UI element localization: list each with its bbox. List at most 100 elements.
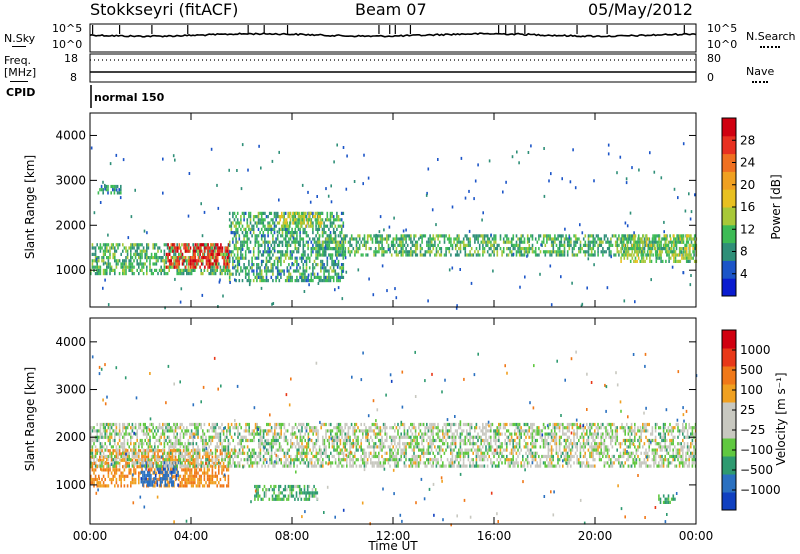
heatmap-cell <box>170 477 173 481</box>
heatmap-cell <box>592 237 595 241</box>
heatmap-cell <box>310 279 313 283</box>
heatmap-cell <box>141 458 143 462</box>
heatmap-cell <box>256 237 258 241</box>
heatmap-cell <box>189 477 191 482</box>
heatmap-cell <box>126 484 129 488</box>
heatmap-cell <box>590 240 593 244</box>
heatmap-cell <box>187 474 190 478</box>
heatmap-cell <box>143 480 146 484</box>
heatmap-cell <box>365 240 367 244</box>
heatmap-cell <box>131 481 134 485</box>
heatmap-cell <box>555 253 558 257</box>
heatmap-cell <box>163 451 166 455</box>
heatmap-cell <box>333 448 335 452</box>
heatmap-cell <box>639 237 642 241</box>
heatmap-cell <box>267 240 269 244</box>
heatmap-cell <box>120 184 122 189</box>
heatmap-speckle <box>119 196 122 200</box>
heatmap-cell <box>394 250 396 254</box>
heatmap-cell <box>302 227 305 231</box>
heatmap-cell <box>144 249 146 253</box>
heatmap-cell <box>681 256 683 260</box>
heatmap-cell <box>592 240 595 244</box>
heatmap-cell <box>122 435 124 439</box>
heatmap-cell <box>288 464 290 468</box>
heatmap-cell <box>338 464 340 468</box>
heatmap-cell <box>689 243 691 247</box>
heatmap-cell <box>405 253 407 257</box>
heatmap-cell <box>104 468 106 472</box>
heatmap-cell <box>275 438 278 443</box>
heatmap-cell <box>310 240 313 244</box>
heatmap-cell <box>208 435 210 439</box>
heatmap-cell <box>171 449 174 453</box>
heatmap-cell <box>138 474 140 478</box>
heatmap-cell <box>91 243 94 247</box>
heatmap-cell <box>256 263 258 267</box>
heatmap-cell <box>142 464 144 468</box>
heatmap-cell <box>152 477 154 482</box>
heatmap-cell <box>133 265 135 269</box>
heatmap-cell <box>338 243 340 247</box>
heatmap-speckle <box>325 187 327 191</box>
heatmap-cell <box>112 451 114 455</box>
heatmap-cell <box>579 243 582 247</box>
heatmap-cell <box>136 243 138 247</box>
heatmap-cell <box>434 240 436 244</box>
heatmap-cell <box>637 237 639 241</box>
heatmap-cell <box>276 272 279 276</box>
heatmap-cell <box>205 243 207 247</box>
heatmap-cell <box>138 465 140 469</box>
heatmap-cell <box>645 237 647 241</box>
heatmap-cell <box>162 474 164 478</box>
heatmap-cell <box>690 256 693 260</box>
heatmap-cell <box>202 484 204 488</box>
heatmap-cell <box>207 262 209 266</box>
heatmap-cell <box>270 445 273 449</box>
heatmap-cell <box>329 224 332 228</box>
heatmap-cell <box>230 231 233 235</box>
heatmap-cell <box>194 262 196 266</box>
heatmap-cell <box>333 435 335 439</box>
heatmap-cell <box>170 470 173 474</box>
heatmap-cell <box>224 246 227 250</box>
heatmap-cell <box>273 215 276 219</box>
heatmap-cell <box>236 247 239 251</box>
heatmap-cell <box>202 256 205 260</box>
heatmap-cell <box>313 272 316 276</box>
heatmap-cell <box>284 240 287 244</box>
heatmap-cell <box>117 243 119 247</box>
heatmap-cell <box>94 272 97 276</box>
heatmap-cell <box>109 256 111 260</box>
heatmap-cell <box>467 243 470 247</box>
heatmap-cell <box>245 435 247 439</box>
heatmap-cell <box>167 467 170 471</box>
heatmap-cell <box>142 480 144 484</box>
heatmap-cell <box>197 422 199 427</box>
heatmap-cell <box>213 464 215 468</box>
heatmap-cell <box>515 243 518 247</box>
heatmap-cell <box>155 458 158 462</box>
heatmap-cell <box>339 250 341 254</box>
heatmap-cell <box>102 249 105 253</box>
heatmap-cell <box>218 426 220 430</box>
heatmap-cell <box>256 461 258 465</box>
heatmap-cell <box>181 422 183 427</box>
heatmap-cell <box>210 449 212 453</box>
heatmap-cell <box>181 468 183 472</box>
heatmap-cell <box>616 250 619 254</box>
heatmap-cell <box>265 240 268 244</box>
heatmap-cell <box>168 265 170 269</box>
heatmap-cell <box>93 265 95 269</box>
heatmap-cell <box>331 438 334 443</box>
heatmap-cell <box>226 445 228 449</box>
heatmap-cell <box>257 240 260 244</box>
heatmap-cell <box>337 272 340 276</box>
heatmap-cell <box>352 247 355 251</box>
heatmap-cell <box>438 247 441 251</box>
heatmap-cell <box>675 237 678 241</box>
heatmap-cell <box>509 240 511 244</box>
heatmap-cell <box>166 461 169 465</box>
heatmap-cell <box>130 259 132 263</box>
heatmap-cell <box>571 247 574 251</box>
